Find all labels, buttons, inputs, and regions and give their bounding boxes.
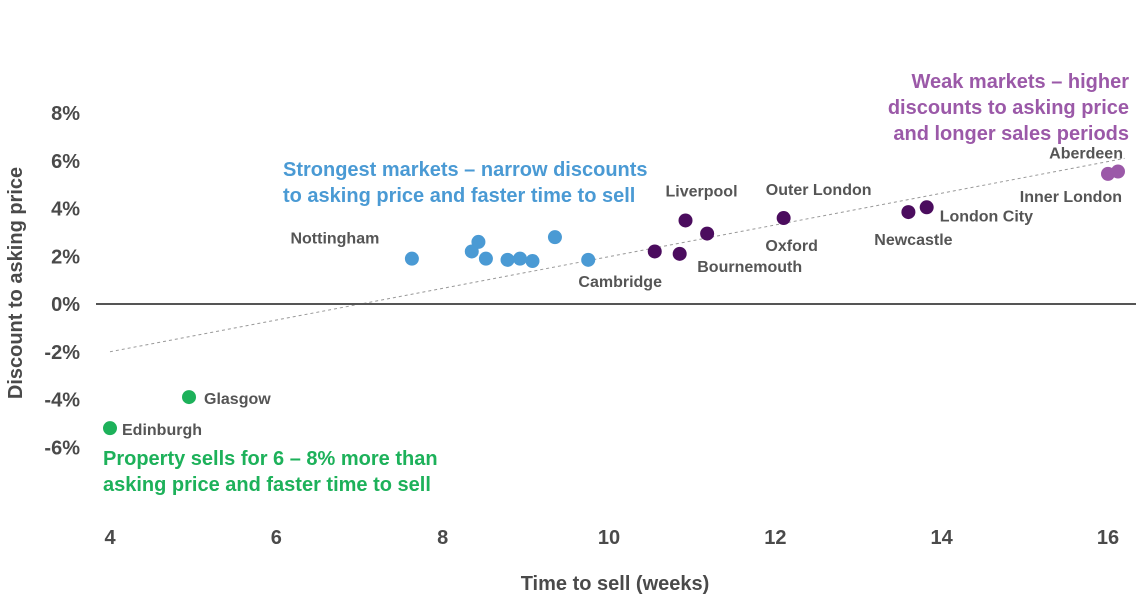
data-point (901, 205, 916, 220)
x-tick-label: 12 (764, 527, 786, 549)
data-point (513, 251, 528, 266)
annotation-premium-markets: Property sells for 6 – 8% more than (103, 448, 438, 470)
y-tick-label: 8% (51, 103, 80, 125)
x-tick-label: 10 (598, 527, 620, 549)
annotation-strong-markets: Strongest markets – narrow discounts (283, 159, 648, 181)
x-axis-title: Time to sell (weeks) (521, 573, 710, 595)
point-label: Newcastle (874, 232, 952, 249)
y-tick-label: -6% (44, 437, 80, 459)
axes-layer: 8% 6% 4% 2% 0% -2% -4% -6% 4 6 8 10 12 14 16 (44, 103, 1136, 549)
point-label: London City (940, 208, 1033, 225)
point-label: Cambridge (578, 274, 662, 291)
data-point (103, 421, 117, 436)
x-tick-label: 14 (931, 527, 954, 549)
data-point (478, 251, 493, 266)
data-point (678, 213, 693, 228)
data-point (525, 254, 540, 269)
x-tick-label: 16 (1097, 527, 1119, 549)
data-point (919, 200, 934, 215)
point-label: Inner London (1020, 189, 1122, 206)
data-point (776, 211, 791, 226)
point-label: Edinburgh (122, 422, 202, 439)
point-label: Outer London (766, 182, 872, 199)
point-label: Glasgow (204, 391, 271, 408)
y-tick-label: 6% (51, 151, 80, 173)
data-point (581, 252, 596, 267)
point-label: Aberdeen (1049, 145, 1123, 162)
point-label: Nottingham (290, 231, 379, 248)
x-tick-label: 4 (104, 527, 116, 549)
data-point (404, 251, 419, 266)
data-point (547, 230, 562, 245)
y-tick-label: -4% (44, 390, 80, 412)
annotation-weak-markets: discounts to asking price (888, 97, 1129, 119)
y-tick-label: 0% (51, 294, 80, 316)
y-tick-label: -2% (44, 342, 80, 364)
point-label: Bournemouth (697, 259, 802, 276)
data-point (182, 390, 197, 405)
trend-layer (109, 157, 1125, 353)
x-tick-label: 6 (271, 527, 282, 549)
data-point (647, 244, 662, 259)
annotation-premium-markets: asking price and faster time to sell (103, 474, 431, 496)
data-point (471, 234, 486, 249)
trend-line (109, 157, 1125, 353)
data-point (700, 226, 715, 241)
annotation-strong-markets: to asking price and faster time to sell (283, 185, 635, 207)
y-tick-label: 2% (51, 246, 80, 268)
annotations-layer: Strongest markets – narrow discounts to a… (103, 71, 1129, 496)
points-layer (103, 164, 1125, 436)
data-point (500, 252, 515, 267)
annotation-weak-markets: and longer sales periods (893, 123, 1129, 145)
point-label: Liverpool (666, 183, 738, 200)
y-tick-label: 4% (51, 199, 80, 221)
data-point (1110, 164, 1125, 179)
point-label: Oxford (765, 238, 817, 255)
x-tick-label: 8 (437, 527, 448, 549)
data-point (672, 246, 687, 261)
annotation-weak-markets: Weak markets – higher (911, 71, 1129, 93)
y-axis-title: Discount to asking price (5, 167, 27, 399)
